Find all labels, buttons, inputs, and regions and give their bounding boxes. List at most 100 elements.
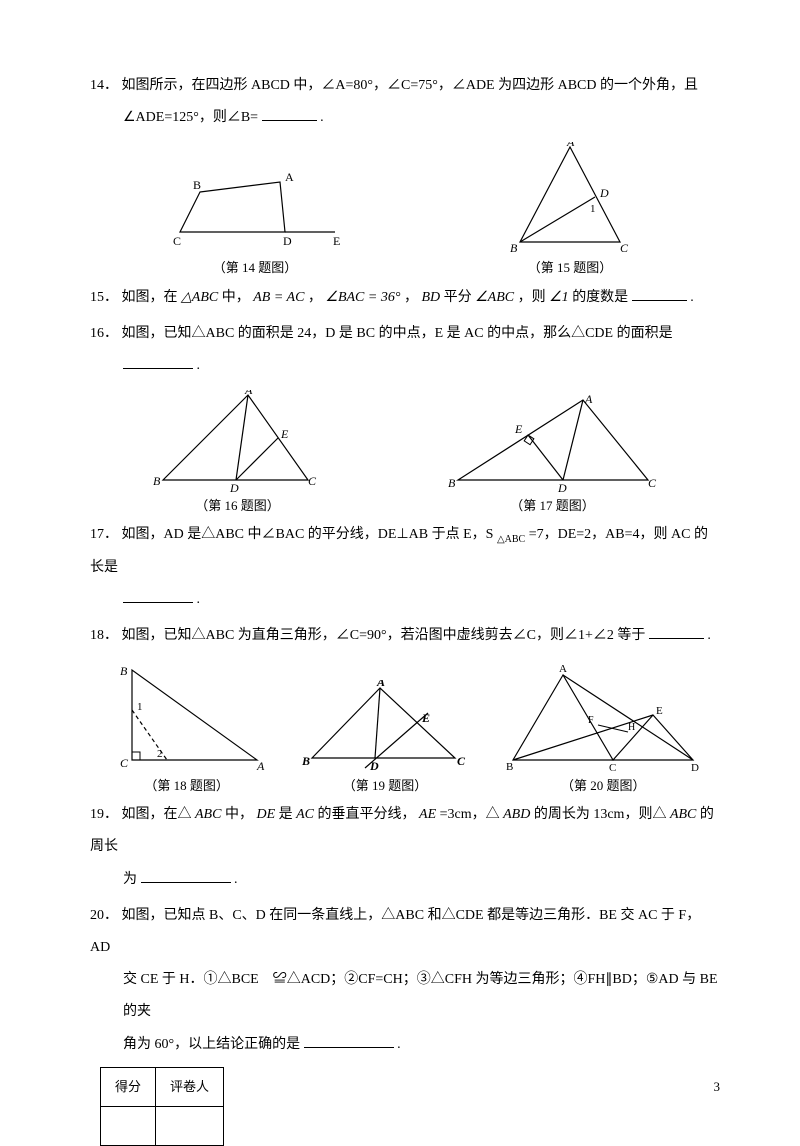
q19-a: 如图，在△: [122, 807, 192, 822]
q16-num: 16．: [90, 326, 118, 341]
q15-tail: .: [690, 290, 694, 305]
caption-15: （第 15 题图）: [495, 259, 645, 277]
figure-18: B C A 1 2 （第 18 题图）: [107, 665, 267, 795]
q15-e: 平分: [444, 290, 476, 305]
question-17: 17． 如图，AD 是△ABC 中∠BAC 的平分线，DE⊥AB 于点 E，S …: [90, 519, 720, 616]
q15-eq4: ∠ABC: [475, 290, 514, 305]
caption-18: （第 18 题图）: [107, 777, 267, 795]
q15-g: 的度数是: [572, 290, 628, 305]
q19-i4: AE: [419, 807, 436, 822]
figure-20: B C D A E F H （第 20 题图）: [503, 660, 703, 795]
figure-row-14-15: B A D C E （第 14 题图） A B C D 1 （第 15 题图）: [90, 142, 720, 277]
svg-text:E: E: [656, 705, 663, 717]
q19-i2: DE: [256, 807, 275, 822]
page-number: 3: [714, 1072, 721, 1102]
svg-text:B: B: [120, 665, 128, 678]
q19-blank-wrap: 为 .: [90, 864, 720, 896]
page: 14． 如图所示，在四边形 ABCD 中，∠A=80°，∠C=75°，∠ADE …: [0, 0, 800, 1132]
svg-text:B: B: [448, 476, 456, 490]
q16-tail: .: [197, 358, 201, 373]
q20-l2: 交 CE 于 H．①△BCE ≌△ACD；②CF=CH；③△CFH 为等边三角形…: [123, 972, 718, 1019]
figure-15: A B C D 1 （第 15 题图）: [495, 142, 645, 277]
q15-c: ，: [308, 290, 326, 305]
q17-num: 17．: [90, 527, 118, 542]
q15-a: 如图，在: [122, 290, 182, 305]
svg-text:D: D: [369, 759, 379, 773]
figure-row-18-19-20: B C A 1 2 （第 18 题图） A B C D E （第 19 题图）: [90, 660, 720, 795]
svg-text:D: D: [229, 481, 239, 495]
svg-text:E: E: [333, 234, 340, 248]
svg-text:C: C: [308, 474, 317, 488]
fig17-svg: A B C D E: [443, 395, 663, 495]
question-20: 20． 如图，已知点 B、C、D 在同一条直线上，△ABC 和△CDE 都是等边…: [90, 900, 720, 1061]
svg-text:A: A: [566, 142, 575, 149]
question-14: 14． 如图所示，在四边形 ABCD 中，∠A=80°，∠C=75°，∠ADE …: [90, 70, 720, 134]
svg-text:B: B: [510, 241, 518, 255]
svg-text:2: 2: [157, 748, 163, 760]
q17-tail: .: [197, 592, 201, 607]
svg-text:E: E: [514, 422, 523, 436]
svg-text:C: C: [457, 754, 466, 768]
q16-blank: [123, 355, 193, 369]
svg-text:E: E: [421, 711, 430, 725]
q20-l3-wrap: 角为 60°，以上结论正确的是 .: [90, 1029, 720, 1061]
q15-eq1: AB = AC: [253, 290, 304, 305]
figure-19: A B C D E （第 19 题图）: [300, 680, 470, 795]
q20-tail: .: [397, 1037, 401, 1052]
fig18-svg: B C A 1 2: [107, 665, 267, 775]
svg-text:B: B: [153, 474, 161, 488]
score-cell2: [156, 1106, 224, 1145]
question-16: 16． 如图，已知△ABC 的面积是 24，D 是 BC 的中点，E 是 AC …: [90, 318, 720, 382]
q20-num: 20．: [90, 908, 118, 923]
score-box: 得分 评卷人: [100, 1067, 224, 1146]
q15-tri: △ABC: [181, 290, 218, 305]
q16-text: 如图，已知△ABC 的面积是 24，D 是 BC 的中点，E 是 AC 的中点，…: [122, 326, 673, 341]
svg-text:H: H: [628, 722, 635, 733]
figure-16: A B C D E （第 16 题图）: [148, 390, 328, 515]
q19-i5: ABD: [503, 807, 530, 822]
svg-text:F: F: [588, 715, 594, 726]
q17-sub: △ABC: [497, 534, 525, 545]
q15-f: ，则: [518, 290, 550, 305]
fig15-svg: A B C D 1: [495, 142, 645, 257]
q19-num: 19．: [90, 807, 118, 822]
q17-blank: [123, 589, 193, 603]
fig16-svg: A B C D E: [148, 390, 328, 495]
q19-i1: ABC: [195, 807, 221, 822]
score-col1: 得分: [101, 1067, 156, 1106]
q19-c: 是: [279, 807, 297, 822]
svg-text:C: C: [173, 234, 181, 248]
svg-text:A: A: [559, 663, 567, 675]
q17-blank-wrap: .: [90, 584, 720, 616]
question-18: 18． 如图，已知△ABC 为直角三角形，∠C=90°，若沿图中虚线剪去∠C，则…: [90, 620, 720, 652]
q18-text: 如图，已知△ABC 为直角三角形，∠C=90°，若沿图中虚线剪去∠C，则∠1+∠…: [122, 628, 646, 643]
q17-a: 如图，AD 是△ABC 中∠BAC 的平分线，DE⊥AB 于点 E，S: [122, 527, 494, 542]
q19-i6: ABC: [670, 807, 696, 822]
svg-text:B: B: [193, 178, 201, 192]
svg-text:E: E: [280, 427, 289, 441]
caption-20: （第 20 题图）: [503, 777, 703, 795]
q14-blank: [262, 107, 317, 121]
q15-b: 中，: [222, 290, 254, 305]
svg-text:C: C: [120, 756, 129, 770]
q20-l3: 角为 60°，以上结论正确的是: [123, 1037, 300, 1052]
figure-row-16-17: A B C D E （第 16 题图） A B C D E （第 17 题图）: [90, 390, 720, 515]
q19-e: =3cm，△: [440, 807, 500, 822]
q20-l1: 如图，已知点 B、C、D 在同一条直线上，△ABC 和△CDE 都是等边三角形．…: [90, 908, 700, 955]
q15-eq2: ∠BAC = 36°: [325, 290, 400, 305]
fig14-svg: B A D C E: [165, 167, 345, 257]
q19-line2: 为: [123, 872, 137, 887]
caption-19: （第 19 题图）: [300, 777, 470, 795]
q16-blank-wrap: .: [90, 350, 720, 382]
caption-17: （第 17 题图）: [443, 497, 663, 515]
q15-d: ，: [404, 290, 422, 305]
q14-line2-wrap: ∠ADE=125°，则∠B= .: [90, 102, 720, 134]
fig20-svg: B C D A E F H: [503, 660, 703, 775]
q14-tail: .: [320, 110, 324, 125]
q19-i3: AC: [296, 807, 314, 822]
q18-blank: [649, 625, 704, 639]
svg-text:D: D: [691, 762, 699, 774]
svg-text:D: D: [557, 481, 567, 495]
svg-text:D: D: [599, 186, 609, 200]
score-col2: 评卷人: [156, 1067, 224, 1106]
